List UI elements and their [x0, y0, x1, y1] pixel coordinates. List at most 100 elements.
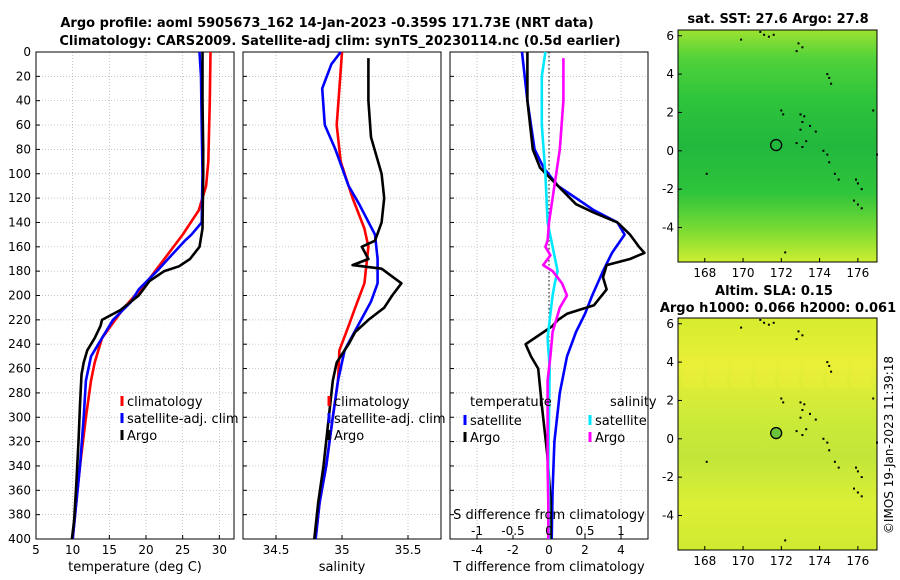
coastline-mark: [797, 330, 800, 333]
y-tick-label: 80: [16, 142, 31, 156]
map-frame: [677, 29, 878, 263]
coastline-mark: [795, 50, 798, 53]
coastline-mark: [795, 338, 798, 341]
x-tick-label: 174: [808, 266, 831, 280]
coastline-mark: [705, 460, 708, 463]
coastline-mark: [828, 449, 831, 452]
x-axis-label: T difference from climatology: [452, 560, 645, 575]
coastline-mark: [826, 361, 829, 364]
y-tick-label: 280: [8, 386, 31, 400]
x-tick-label: 172: [770, 554, 793, 568]
coastline-mark: [759, 30, 762, 33]
coastline-mark: [801, 121, 804, 123]
y-tick-label: 6: [666, 317, 674, 331]
difference-panel: -4 -2 0 2 4 T difference from climatology temp…: [449, 51, 657, 575]
x-tick-label: 2: [581, 543, 589, 557]
y-tick-label: 4: [666, 67, 674, 81]
coastline-mark: [799, 416, 802, 419]
x-tick-label: 172: [770, 266, 793, 280]
coastline-mark: [784, 251, 787, 254]
map-field: [678, 30, 877, 262]
x-tick-label: 34.5: [263, 543, 290, 557]
coastline-mark: [801, 46, 804, 49]
y-tick-label: 40: [16, 94, 31, 108]
x-tick-label: 168: [693, 266, 716, 280]
map-cell: [731, 358, 751, 388]
y-tick-label: 20: [16, 69, 31, 83]
series-line-argo: [70, 52, 205, 540]
coastline-mark: [860, 495, 863, 498]
series-line-argo: [313, 58, 403, 540]
salinity-tick-label: 0: [545, 524, 553, 538]
x-tick-label: 15: [102, 543, 117, 557]
x-tick-label: 25: [175, 543, 190, 557]
map-cell: [683, 358, 703, 388]
y-tick-label: 260: [8, 362, 31, 376]
coastline-mark: [814, 130, 817, 133]
x-tick-label: 170: [732, 554, 755, 568]
y-tick-label: 2: [666, 105, 674, 119]
legend-label: satellite-adj. clim: [334, 412, 446, 427]
coastline-mark: [795, 430, 798, 433]
x-tick-label: 176: [846, 554, 869, 568]
coastline-mark: [860, 476, 863, 479]
y-tick-label: 0: [666, 144, 674, 158]
legend-label: satellite: [595, 414, 647, 429]
salinity-tick-label: 1: [617, 524, 625, 538]
salinity-tick-label: 0.5: [575, 524, 594, 538]
x-tick-label: 176: [846, 266, 869, 280]
coastline-mark: [803, 115, 806, 118]
coastline-mark: [801, 409, 804, 411]
x-axis-label: salinity: [319, 560, 366, 575]
coastline-mark: [837, 178, 840, 181]
y-tick-label: -2: [662, 470, 674, 484]
y-tick-label: 180: [8, 264, 31, 278]
y-tick-label: 380: [8, 508, 31, 522]
map-cell: [779, 358, 799, 388]
coastline-mark: [705, 172, 708, 175]
sla-map-panel: 168 170 172 174 176 -4 -2 0 2 4 6 Altim. SLA: 0.15 A…: [660, 284, 896, 568]
map-cell: [803, 358, 823, 388]
x-tick-label: 35.5: [395, 543, 422, 557]
y-tick-label: -4: [662, 508, 674, 522]
legend-label: Argo: [127, 429, 157, 444]
legend-label: satellite-adj. clim: [127, 412, 239, 427]
coastline-mark: [772, 321, 775, 324]
coastline-mark: [856, 470, 859, 473]
coastline-mark: [799, 113, 802, 116]
legend-title: salinity: [610, 395, 657, 410]
coastline-mark: [740, 326, 743, 329]
y-tick-label: 100: [8, 167, 31, 181]
salinity-tick-label: -0.5: [501, 524, 524, 538]
coastline-mark: [780, 109, 783, 112]
x-tick-label: 4: [617, 543, 625, 557]
map-cell: [827, 358, 847, 388]
x-tick-label: 0: [545, 543, 553, 557]
legend-label: climatology: [334, 395, 410, 410]
coastline-mark: [805, 428, 808, 431]
map-frame: [677, 317, 878, 551]
coastline-mark: [782, 113, 785, 116]
coastline-mark: [809, 412, 811, 415]
sst-map-panel: 168 170 172 174 176 -4 -2 0 2 4 6 sat. SST: 27.6 Ar…: [662, 12, 878, 280]
profile-location-marker: [770, 138, 783, 152]
coastline-mark: [826, 153, 829, 156]
figure-title-line1: Argo profile: aoml 5905673_162 14-Jan-20…: [60, 16, 593, 31]
coastline-mark: [803, 403, 806, 406]
x-tick-label: -2: [507, 543, 519, 557]
y-tick-label: 60: [16, 118, 31, 132]
coastline-mark: [826, 73, 829, 76]
series-line-salinity-argo: [541, 58, 569, 539]
coastline-mark: [872, 109, 875, 112]
coastline-mark: [763, 321, 766, 324]
coastline-mark: [828, 161, 831, 164]
imos-credit: ©IMOS 19-Jan-2023 11:39:18: [882, 356, 896, 534]
legend-label: satellite: [470, 414, 522, 429]
x-tick-label: 10: [65, 543, 80, 557]
coastline-mark: [828, 364, 831, 367]
coastline-mark: [833, 460, 836, 463]
y-tick-label: 2: [666, 393, 674, 407]
y-tick-label: 400: [8, 532, 31, 546]
series-line-temperature-argo: [524, 52, 646, 539]
x-tick-label: 30: [212, 543, 227, 557]
